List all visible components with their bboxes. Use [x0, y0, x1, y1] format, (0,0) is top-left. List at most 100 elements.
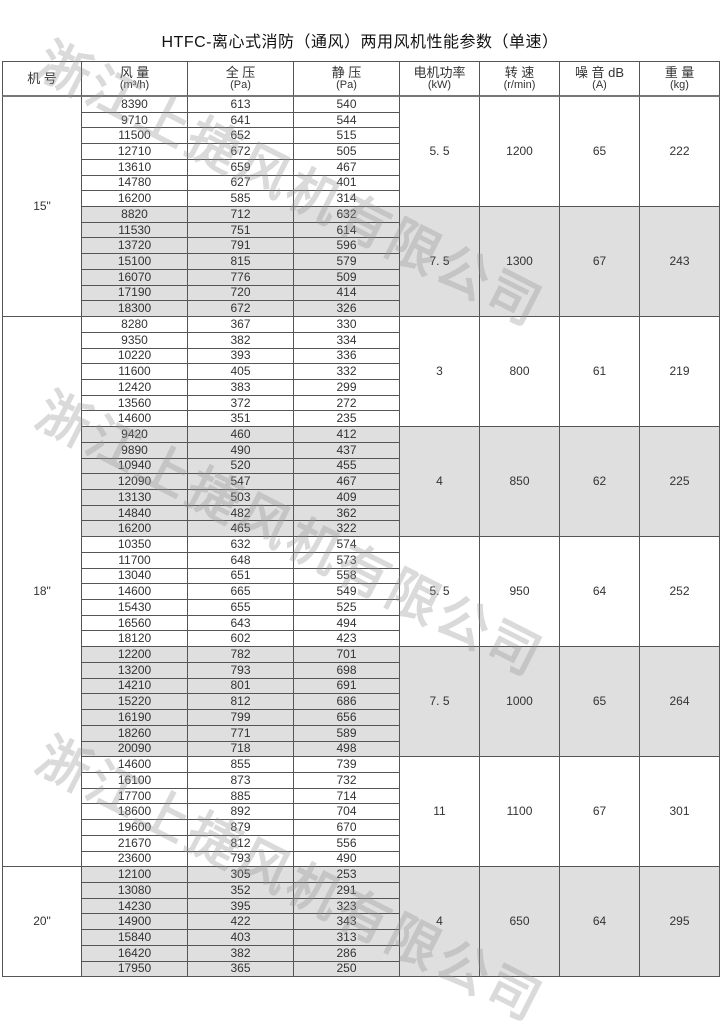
total-pressure-cell: 892: [188, 804, 294, 821]
total-pressure-cell: 503: [188, 490, 294, 506]
total-pressure-cell: 547: [188, 474, 294, 490]
airflow-cell: 13720: [82, 238, 188, 255]
total-pressure-cell: 873: [188, 772, 294, 789]
static-pressure-cell: 467: [294, 159, 400, 176]
static-pressure-cell: 414: [294, 285, 400, 302]
airflow-cell: 18300: [82, 301, 188, 318]
static-pressure-cell: 686: [294, 694, 400, 711]
airflow-cell: 14600: [82, 584, 188, 601]
speed-cell: 650: [480, 867, 560, 978]
static-pressure-cell: 409: [294, 490, 400, 506]
static-pressure-cell: 494: [294, 615, 400, 632]
total-pressure-cell: 382: [188, 945, 294, 962]
static-pressure-cell: 544: [294, 112, 400, 129]
speed-cell: 1000: [480, 647, 560, 758]
static-pressure-cell: 490: [294, 851, 400, 868]
total-pressure-cell: 672: [188, 301, 294, 318]
static-pressure-cell: 540: [294, 97, 400, 113]
static-pressure-cell: 579: [294, 254, 400, 270]
static-pressure-cell: 250: [294, 961, 400, 978]
total-pressure-cell: 632: [188, 537, 294, 553]
column-header-label: 静 压: [331, 64, 362, 80]
static-pressure-cell: 313: [294, 930, 400, 946]
static-pressure-cell: 336: [294, 348, 400, 365]
airflow-cell: 18600: [82, 804, 188, 821]
speed-cell: 1200: [480, 97, 560, 208]
airflow-cell: 15220: [82, 694, 188, 711]
static-pressure-cell: 509: [294, 269, 400, 286]
total-pressure-cell: 801: [188, 678, 294, 695]
column-header-label: 重 量: [664, 64, 695, 80]
speed-cell: 1300: [480, 207, 560, 318]
static-pressure-cell: 272: [294, 395, 400, 412]
total-pressure-cell: 648: [188, 552, 294, 569]
total-pressure-cell: 659: [188, 159, 294, 176]
airflow-cell: 9890: [82, 442, 188, 459]
column-header-unit: (r/min): [503, 78, 536, 91]
static-pressure-cell: 698: [294, 662, 400, 679]
static-pressure-cell: 573: [294, 552, 400, 569]
static-pressure-cell: 334: [294, 332, 400, 349]
airflow-cell: 13560: [82, 395, 188, 412]
column-header-unit: (m³/h): [119, 78, 150, 91]
total-pressure-cell: 793: [188, 662, 294, 679]
airflow-cell: 13130: [82, 490, 188, 506]
weight-cell: 243: [640, 207, 720, 318]
column-header-label: 电机功率: [413, 64, 466, 80]
airflow-cell: 14840: [82, 505, 188, 522]
airflow-cell: 18120: [82, 631, 188, 648]
motor-power-cell: 7. 5: [400, 207, 480, 318]
noise-cell: 64: [560, 867, 640, 978]
total-pressure-cell: 465: [188, 521, 294, 538]
performance-table: 机 号风 量 (m³/h) 全 压 (Pa) 静 压 (Pa) 电机功率 (kW) 转 速 (r/…: [2, 61, 720, 978]
static-pressure-cell: 455: [294, 458, 400, 475]
static-pressure-cell: 498: [294, 741, 400, 758]
column-header: 全 压 (Pa): [188, 61, 294, 97]
total-pressure-cell: 793: [188, 851, 294, 868]
total-pressure-cell: 782: [188, 647, 294, 663]
column-header-label: 转 速: [504, 64, 535, 80]
total-pressure-cell: 720: [188, 285, 294, 302]
noise-cell: 62: [560, 427, 640, 538]
static-pressure-cell: 291: [294, 883, 400, 899]
total-pressure-cell: 482: [188, 505, 294, 522]
airflow-cell: 11700: [82, 552, 188, 569]
weight-cell: 252: [640, 537, 720, 648]
column-header: 电机功率 (kW): [400, 61, 480, 97]
total-pressure-cell: 815: [188, 254, 294, 270]
static-pressure-cell: 505: [294, 144, 400, 160]
noise-cell: 65: [560, 647, 640, 758]
total-pressure-cell: 652: [188, 128, 294, 145]
total-pressure-cell: 641: [188, 112, 294, 129]
motor-power-cell: 4: [400, 427, 480, 538]
static-pressure-cell: 691: [294, 678, 400, 695]
airflow-cell: 17190: [82, 285, 188, 302]
airflow-cell: 16070: [82, 269, 188, 286]
total-pressure-cell: 643: [188, 615, 294, 632]
noise-cell: 67: [560, 757, 640, 868]
noise-cell: 64: [560, 537, 640, 648]
airflow-cell: 13040: [82, 568, 188, 585]
total-pressure-cell: 627: [188, 175, 294, 192]
static-pressure-cell: 656: [294, 710, 400, 726]
total-pressure-cell: 655: [188, 600, 294, 616]
total-pressure-cell: 405: [188, 364, 294, 380]
airflow-cell: 9420: [82, 427, 188, 443]
airflow-cell: 8280: [82, 317, 188, 333]
airflow-cell: 14210: [82, 678, 188, 695]
airflow-cell: 17700: [82, 788, 188, 805]
static-pressure-cell: 326: [294, 301, 400, 318]
weight-cell: 225: [640, 427, 720, 538]
column-header: 噪 音 dB (A): [560, 61, 640, 97]
airflow-cell: 12090: [82, 474, 188, 490]
static-pressure-cell: 437: [294, 442, 400, 459]
total-pressure-cell: 665: [188, 584, 294, 601]
airflow-cell: 11530: [82, 222, 188, 239]
motor-power-cell: 4: [400, 867, 480, 978]
column-header-unit: (A): [592, 78, 607, 91]
airflow-cell: 10940: [82, 458, 188, 475]
static-pressure-cell: 235: [294, 411, 400, 428]
static-pressure-cell: 343: [294, 914, 400, 931]
airflow-cell: 11500: [82, 128, 188, 145]
column-header-label: 风 量: [119, 64, 150, 80]
